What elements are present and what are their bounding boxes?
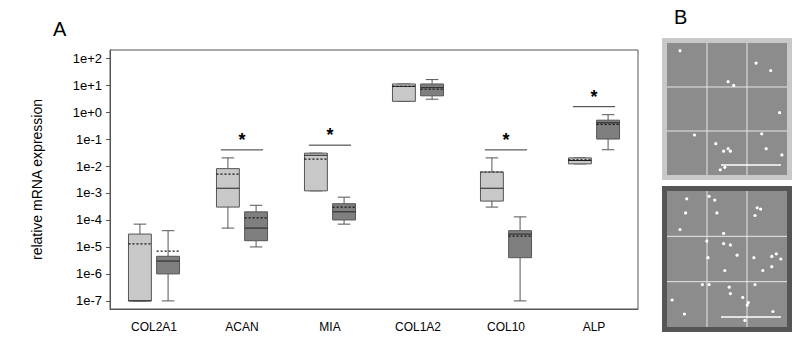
svg-text:1e+1: 1e+1 — [73, 78, 102, 93]
svg-text:ALP: ALP — [583, 320, 606, 334]
svg-text:1e-3: 1e-3 — [76, 185, 102, 200]
svg-text:ACAN: ACAN — [225, 320, 258, 334]
svg-text:*: * — [326, 125, 333, 145]
svg-text:1e-6: 1e-6 — [76, 266, 102, 281]
svg-text:*: * — [590, 87, 597, 107]
html-text:B: B — [674, 6, 688, 28]
svg-text:A: A — [53, 18, 67, 40]
svg-text:COL1A2: COL1A2 — [395, 320, 441, 334]
svg-text:1e-7: 1e-7 — [76, 293, 102, 308]
svg-text:MIA: MIA — [319, 320, 340, 334]
svg-text:*: * — [238, 130, 245, 150]
svg-text:1e-4: 1e-4 — [76, 212, 102, 227]
svg-text:1e-1: 1e-1 — [76, 132, 102, 147]
svg-text:relative mRNA expression: relative mRNA expression — [29, 99, 45, 260]
svg-text:*: * — [502, 130, 509, 150]
svg-text:1e-2: 1e-2 — [76, 159, 102, 174]
svg-text:1e-5: 1e-5 — [76, 239, 102, 254]
svg-text:COL10: COL10 — [487, 320, 525, 334]
svg-text:COL2A1: COL2A1 — [131, 320, 177, 334]
svg-text:1e+2: 1e+2 — [73, 51, 102, 66]
svg-text:1e+0: 1e+0 — [73, 105, 102, 120]
